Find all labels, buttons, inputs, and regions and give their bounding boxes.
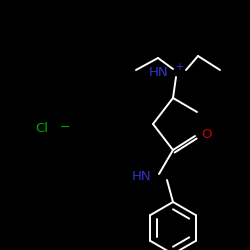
Text: −: − — [60, 120, 70, 134]
Text: Cl: Cl — [35, 122, 48, 134]
Text: HN: HN — [148, 66, 168, 78]
Text: +: + — [175, 62, 183, 72]
Text: HN: HN — [132, 170, 151, 183]
Text: O: O — [201, 128, 211, 141]
